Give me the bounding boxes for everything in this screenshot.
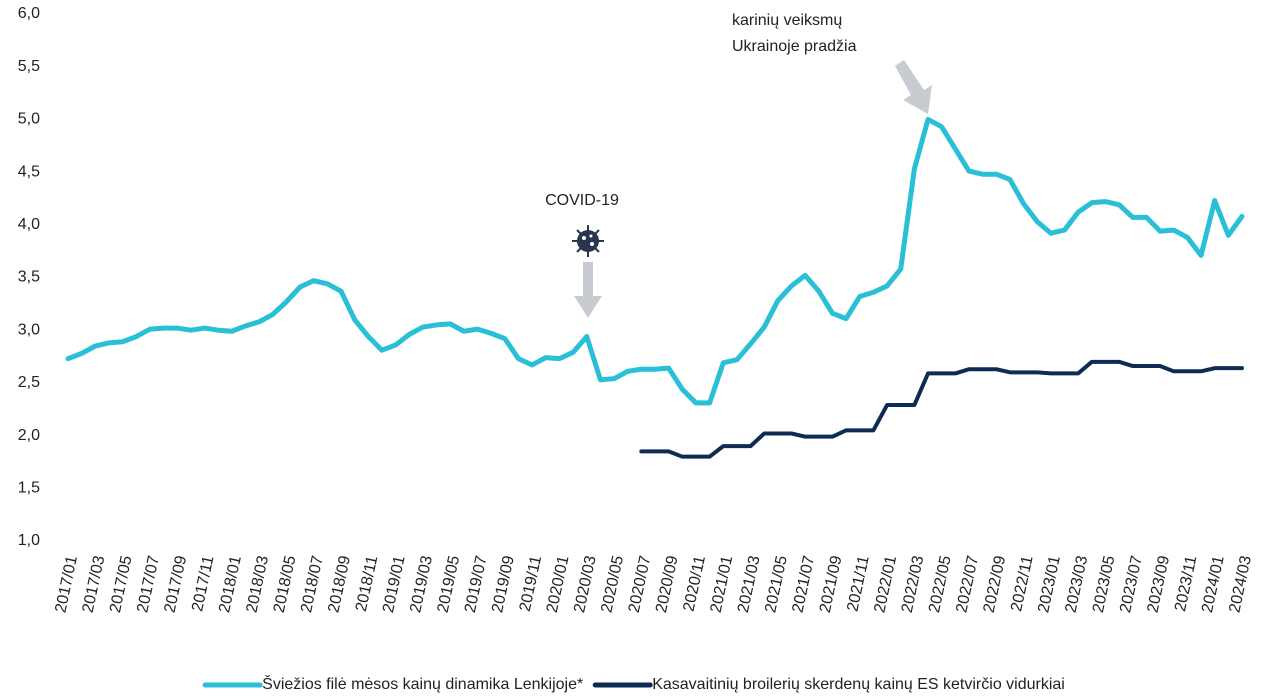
x-tick-label: 2022/11 [1008, 554, 1036, 613]
annotation: Ukrainoje pradžia [732, 38, 857, 55]
x-tick-label: 2023/05 [1090, 554, 1119, 614]
y-tick-label: 5,5 [18, 58, 40, 75]
y-tick-label: 4,5 [18, 163, 40, 180]
y-tick-label: 3,5 [18, 269, 40, 286]
y-tick-label: 4,0 [18, 216, 40, 233]
y-tick-label: 6,0 [18, 5, 40, 22]
x-tick-label: 2020/05 [598, 554, 627, 614]
x-tick-label: 2021/09 [817, 554, 846, 614]
x-tick-label: 2022/09 [981, 554, 1010, 614]
x-tick-label: 2018/03 [244, 554, 273, 614]
x-tick-label: 2024/03 [1226, 554, 1255, 614]
x-tick-label: 2019/05 [435, 554, 464, 614]
x-tick-label: 2020/07 [626, 554, 655, 614]
x-tick-label: 2019/07 [462, 554, 491, 614]
x-tick-label: 2020/11 [681, 554, 709, 613]
virus-icon [572, 225, 604, 257]
x-tick-label: 2017/01 [52, 554, 81, 614]
x-tick-label: 2023/03 [1063, 554, 1092, 614]
x-tick-label: 2018/11 [353, 554, 381, 613]
war-arrow [895, 60, 932, 114]
x-tick-label: 2019/09 [489, 554, 518, 614]
x-tick-label: 2022/01 [871, 554, 900, 614]
x-tick-label: 2023/09 [1144, 554, 1173, 614]
x-tick-label: 2021/05 [762, 554, 791, 614]
legend-item: Kasavaitinių broilerių skerdenų kainų ES… [592, 676, 1065, 693]
x-tick-label: 2021/07 [790, 554, 819, 614]
y-tick-label: 1,0 [18, 532, 40, 549]
x-tick-label: 2017/11 [189, 554, 217, 613]
x-tick-label: 2017/03 [80, 554, 109, 614]
x-tick-label: 2020/03 [571, 554, 600, 614]
y-tick-label: 3,0 [18, 321, 40, 338]
y-tick-label: 2,0 [18, 427, 40, 444]
x-tick-label: 2019/03 [407, 554, 436, 614]
x-tick-label: 2019/11 [517, 554, 545, 613]
legend-label: Kasavaitinių broilerių skerdenų kainų ES… [652, 676, 1065, 693]
x-tick-label: 2022/03 [899, 554, 928, 614]
y-tick-label: 2,5 [18, 374, 40, 391]
x-tick-label: 2021/03 [735, 554, 764, 614]
x-tick-label: 2019/01 [380, 554, 409, 614]
x-tick-label: 2017/05 [107, 554, 136, 614]
data-line [65, 116, 1245, 406]
x-tick-label: 2017/09 [162, 554, 191, 614]
y-tick-label: 1,5 [18, 480, 40, 497]
legend-label: Šviežios filė mėsos kainų dinamika Lenki… [262, 674, 583, 693]
x-tick-label: 2021/01 [708, 554, 737, 614]
x-tick-label: 2018/01 [216, 554, 245, 614]
x-tick-label: 2017/07 [134, 554, 163, 614]
x-tick-label: 2023/07 [1117, 554, 1146, 614]
x-tick-label: 2024/01 [1199, 554, 1228, 614]
data-line [639, 359, 1244, 459]
annotation: COVID-19 [545, 192, 619, 209]
legend-item: Šviežios filė mėsos kainų dinamika Lenki… [202, 674, 583, 693]
x-tick-label: 2018/07 [298, 554, 327, 614]
covid-arrow [574, 262, 602, 318]
x-tick-label: 2023/01 [1035, 554, 1064, 614]
x-tick-label: 2020/09 [653, 554, 682, 614]
x-tick-label: 2021/11 [844, 554, 872, 613]
x-tick-label: 2020/01 [544, 554, 573, 614]
x-tick-label: 2018/09 [325, 554, 354, 614]
x-tick-label: 2022/05 [926, 554, 955, 614]
y-tick-label: 5,0 [18, 111, 40, 128]
x-tick-label: 2022/07 [953, 554, 982, 614]
x-tick-label: 2018/05 [271, 554, 300, 614]
annotation: karinių veiksmų [732, 12, 842, 29]
x-tick-label: 2023/11 [1172, 554, 1200, 613]
